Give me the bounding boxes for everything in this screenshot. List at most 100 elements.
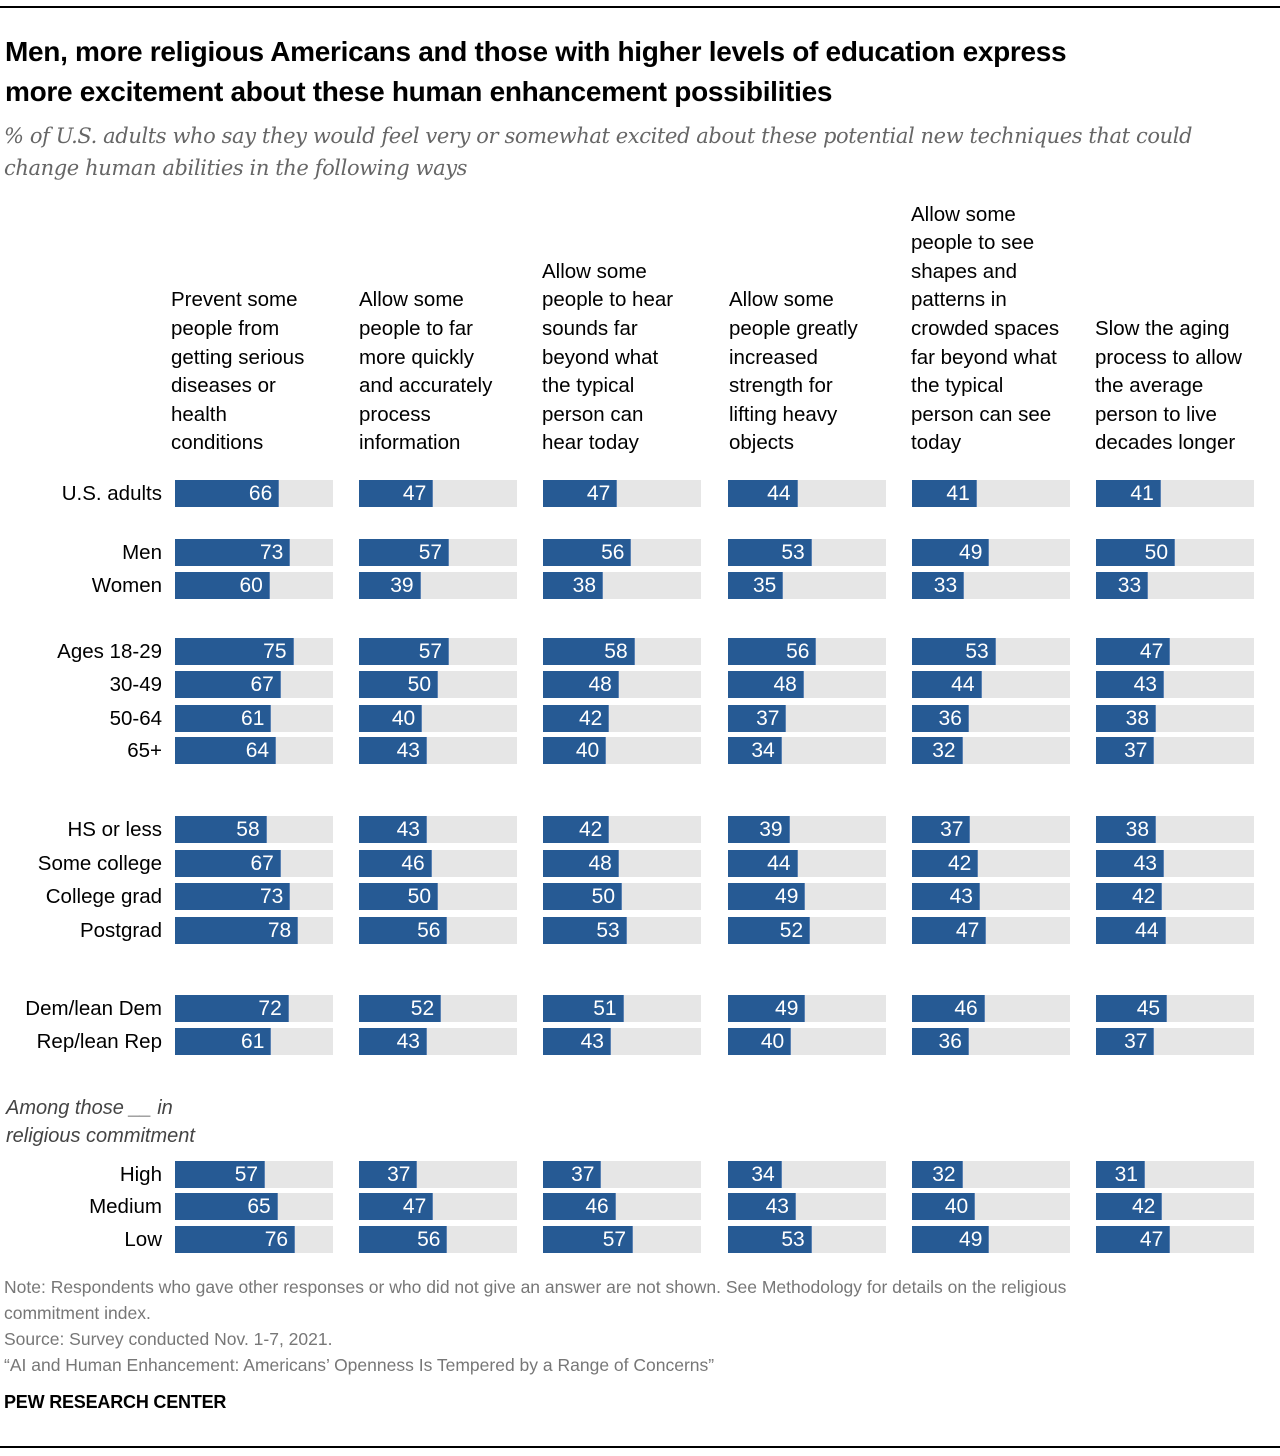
bar-value-label: 37: [756, 707, 780, 730]
bar-value-label: 64: [245, 739, 270, 762]
bar: 47: [359, 1193, 434, 1220]
panel-header-line: person to live: [1095, 402, 1217, 426]
bar-track: 48: [543, 850, 701, 877]
bar: 42: [912, 850, 979, 877]
bar-value-label: 51: [593, 997, 617, 1020]
bar-value-label: 47: [586, 482, 611, 505]
bar: 48: [543, 850, 619, 877]
bar: 56: [359, 1226, 448, 1253]
panel-header-line: hear today: [542, 431, 639, 455]
bar-track: 67: [175, 850, 333, 877]
bar: 37: [359, 1161, 418, 1188]
bar-track: 38: [1096, 705, 1254, 732]
bar-track: 50: [1096, 539, 1254, 566]
bar: 40: [543, 737, 607, 764]
bar-value-label: 56: [417, 919, 441, 942]
bar: 36: [912, 1028, 969, 1055]
bar-value-label: 41: [1130, 482, 1154, 505]
bar-track: 42: [1096, 883, 1254, 910]
bar-track: 41: [1096, 480, 1254, 507]
top-rule: [0, 6, 1280, 8]
bar: 53: [543, 917, 627, 944]
bar: 44: [1096, 917, 1166, 944]
bar: 65: [175, 1193, 278, 1220]
bar-value-label: 53: [596, 919, 620, 942]
bar: 75: [175, 638, 294, 665]
panel-header-line: Allow some: [911, 202, 1016, 226]
panel-header-line: people to see: [911, 231, 1035, 255]
bar-value-label: 40: [944, 1195, 969, 1218]
panel-header-line: information: [359, 431, 461, 455]
panel-header: Allow some people to hear sounds far beyond…: [542, 190, 722, 458]
bar-track: 61: [175, 1028, 333, 1055]
bar: 52: [728, 917, 811, 944]
chart-title-line: Men, more religious Americans and those …: [5, 36, 1067, 67]
bar: 56: [359, 917, 448, 944]
bar-value-label: 47: [402, 1195, 427, 1218]
bar-track: 40: [543, 737, 701, 764]
panel-header-text: Allow some people to far more quickly and a…: [359, 286, 534, 458]
bar-track: 67: [175, 671, 333, 698]
bar-track: 39: [359, 572, 517, 599]
bar: 37: [543, 1161, 602, 1188]
panel-header-line: today: [911, 431, 962, 455]
bar-track: 49: [728, 883, 886, 910]
bar: 46: [359, 850, 432, 877]
bar-track: 43: [359, 816, 517, 843]
bar-track: 32: [912, 737, 1070, 764]
bar-value-label: 38: [1125, 818, 1150, 841]
bar-value-label: 38: [1125, 707, 1150, 730]
bar-value-label: 39: [390, 574, 414, 597]
panel-header-line: shapes and: [911, 259, 1018, 283]
bar-track: 36: [912, 1028, 1070, 1055]
bar: 49: [912, 1226, 990, 1253]
bar: 57: [359, 539, 450, 566]
category-label: 50-64: [109, 707, 162, 730]
chart-subtitle-line: % of U.S. adults who say they would feel…: [4, 124, 1193, 148]
panel-header-line: people to far: [359, 317, 473, 341]
religious-commitment-group-note: Among those __ in religious commitment: [6, 1094, 195, 1150]
bar-value-label: 43: [765, 1195, 789, 1218]
bar-value-label: 72: [258, 997, 282, 1020]
panel-header-line: the average: [1095, 374, 1204, 398]
bar-track: 37: [912, 816, 1070, 843]
bar-track: 44: [728, 850, 886, 877]
bar-value-label: 43: [396, 739, 420, 762]
bar-track: 57: [359, 539, 517, 566]
bar: 34: [728, 1161, 782, 1188]
bar: 31: [1096, 1161, 1145, 1188]
bar: 33: [1096, 572, 1149, 599]
bar-track: 53: [912, 638, 1070, 665]
bar-value-label: 65: [247, 1195, 271, 1218]
bar-value-label: 58: [236, 818, 260, 841]
panel-header-text: Allow some people to see shapes and pattern…: [911, 201, 1086, 458]
panel-header: Allow some people to see shapes and pattern…: [911, 190, 1091, 458]
bar: 72: [175, 995, 289, 1022]
bar-value-label: 44: [951, 673, 975, 696]
bar-track: 42: [543, 816, 701, 843]
panel-header-line: Allow some: [359, 288, 464, 312]
bar-track: 43: [1096, 850, 1254, 877]
bar-track: 53: [543, 917, 701, 944]
bar-value-label: 45: [1136, 997, 1161, 1020]
bar-track: 44: [912, 671, 1070, 698]
bar-value-label: 76: [264, 1228, 289, 1251]
bar: 37: [1096, 737, 1155, 764]
category-label: U.S. adults: [61, 482, 162, 505]
group-note-line: Among those __ in: [6, 1097, 173, 1119]
bar: 61: [175, 1028, 272, 1055]
bar: 43: [728, 1193, 796, 1220]
bar: 43: [1096, 671, 1164, 698]
bar-value-label: 50: [591, 885, 615, 908]
note-line: Note: Respondents who gave other respons…: [4, 1277, 1067, 1297]
bar: 43: [543, 1028, 611, 1055]
bar-value-label: 37: [1124, 1030, 1148, 1053]
bar-value-label: 56: [786, 640, 810, 663]
bar-value-label: 52: [779, 919, 804, 942]
bar-track: 49: [912, 1226, 1070, 1253]
bar: 76: [175, 1226, 296, 1253]
panel-header-line: sounds far: [542, 317, 638, 341]
bar-value-label: 42: [1132, 885, 1156, 908]
category-label: Medium: [89, 1195, 162, 1218]
bar-value-label: 41: [946, 482, 970, 505]
